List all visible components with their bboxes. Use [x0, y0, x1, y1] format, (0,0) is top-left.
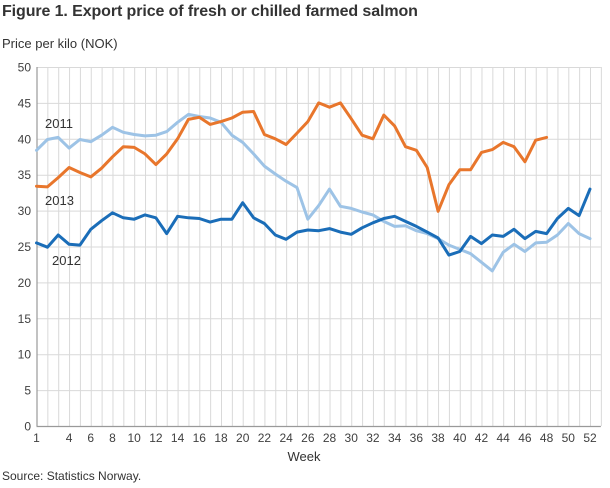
x-tick-label: 50 [562, 431, 576, 445]
y-tick-label: 0 [24, 420, 31, 434]
series-line-2013 [35, 101, 549, 213]
x-tick-label: 1 [33, 431, 40, 445]
source-note: Source: Statistics Norway. [2, 469, 142, 483]
x-tick-label: 36 [410, 431, 424, 445]
x-tick-label: 46 [518, 431, 532, 445]
series-label-2012: 2012 [52, 253, 81, 268]
gridlines [36, 67, 602, 426]
axes [36, 67, 601, 428]
series-label-2013: 2013 [45, 193, 74, 208]
x-tick-label: 26 [301, 431, 315, 445]
y-tick-label: 35 [18, 168, 32, 182]
series-line-2011 [35, 112, 592, 273]
x-tick-label: 28 [323, 431, 337, 445]
x-tick-label: 52 [583, 431, 597, 445]
x-tick-label: 16 [193, 431, 207, 445]
y-tick-label: 15 [18, 312, 32, 326]
x-tick-label: 40 [453, 431, 467, 445]
x-tick-label: 20 [236, 431, 250, 445]
y-tick-label: 10 [18, 348, 32, 362]
x-tick-label: 18 [214, 431, 228, 445]
x-tick-label: 4 [66, 431, 73, 445]
x-tick-label: 12 [149, 431, 163, 445]
y-tick-label: 20 [18, 276, 32, 290]
y-tick-label: 30 [18, 204, 32, 218]
y-tick-label: 45 [18, 96, 32, 110]
y-tick-label: 40 [18, 132, 32, 146]
series-line-2012 [35, 187, 592, 257]
x-tick-label: 30 [345, 431, 359, 445]
x-tick-label: 14 [171, 431, 185, 445]
figure-title: Figure 1. Export price of fresh or chill… [2, 3, 418, 20]
x-tick-label: 42 [475, 431, 489, 445]
y-tick-label: 25 [18, 240, 32, 254]
x-tick-label: 22 [258, 431, 272, 445]
x-tick-label: 34 [388, 431, 402, 445]
x-axis-title: Week [288, 449, 321, 464]
y-axis-units-label: Price per kilo (NOK) [2, 36, 118, 51]
x-tick-label: 38 [431, 431, 445, 445]
x-tick-label: 8 [109, 431, 116, 445]
series-label-2011: 2011 [45, 116, 73, 131]
x-tick-label: 44 [496, 431, 510, 445]
x-tick-label: 10 [127, 431, 141, 445]
x-tick-label: 24 [279, 431, 293, 445]
y-tick-label: 5 [24, 384, 31, 398]
x-tick-label: 6 [87, 431, 94, 445]
y-tick-label: 50 [18, 61, 32, 75]
x-tick-label: 48 [540, 431, 554, 445]
x-tick-label: 32 [366, 431, 380, 445]
